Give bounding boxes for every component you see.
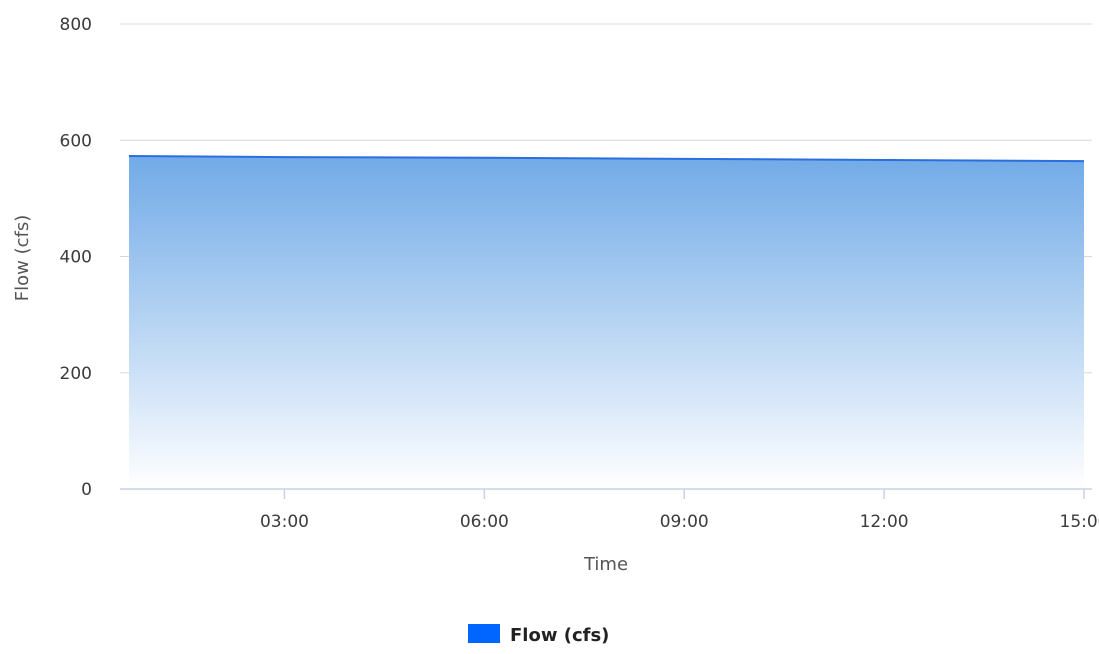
x-axis-title: Time	[583, 554, 628, 575]
y-tick-label: 200	[60, 364, 92, 384]
x-tick-label: 12:00	[860, 512, 909, 532]
plot-area	[128, 154, 1085, 489]
y-tick-label: 0	[81, 480, 92, 500]
legend[interactable]: Flow (cfs)	[468, 624, 609, 646]
y-tick-label: 600	[60, 131, 92, 151]
axes: 0 200 400 600 800 03:00 06:00 09:00 12:00 15:00	[60, 15, 1099, 532]
legend-swatch[interactable]	[468, 624, 500, 643]
series-line	[128, 154, 1085, 163]
x-tick-label: 03:00	[260, 512, 309, 532]
y-tick-label: 800	[60, 15, 92, 35]
x-tick-label: 15:00	[1060, 512, 1099, 532]
x-tick-label: 06:00	[460, 512, 509, 532]
y-axis-title: Flow (cfs)	[12, 215, 33, 301]
legend-label[interactable]: Flow (cfs)	[510, 625, 609, 646]
y-tick-label: 400	[60, 248, 92, 268]
x-tick-label: 09:00	[660, 512, 709, 532]
series-area	[129, 155, 1084, 489]
